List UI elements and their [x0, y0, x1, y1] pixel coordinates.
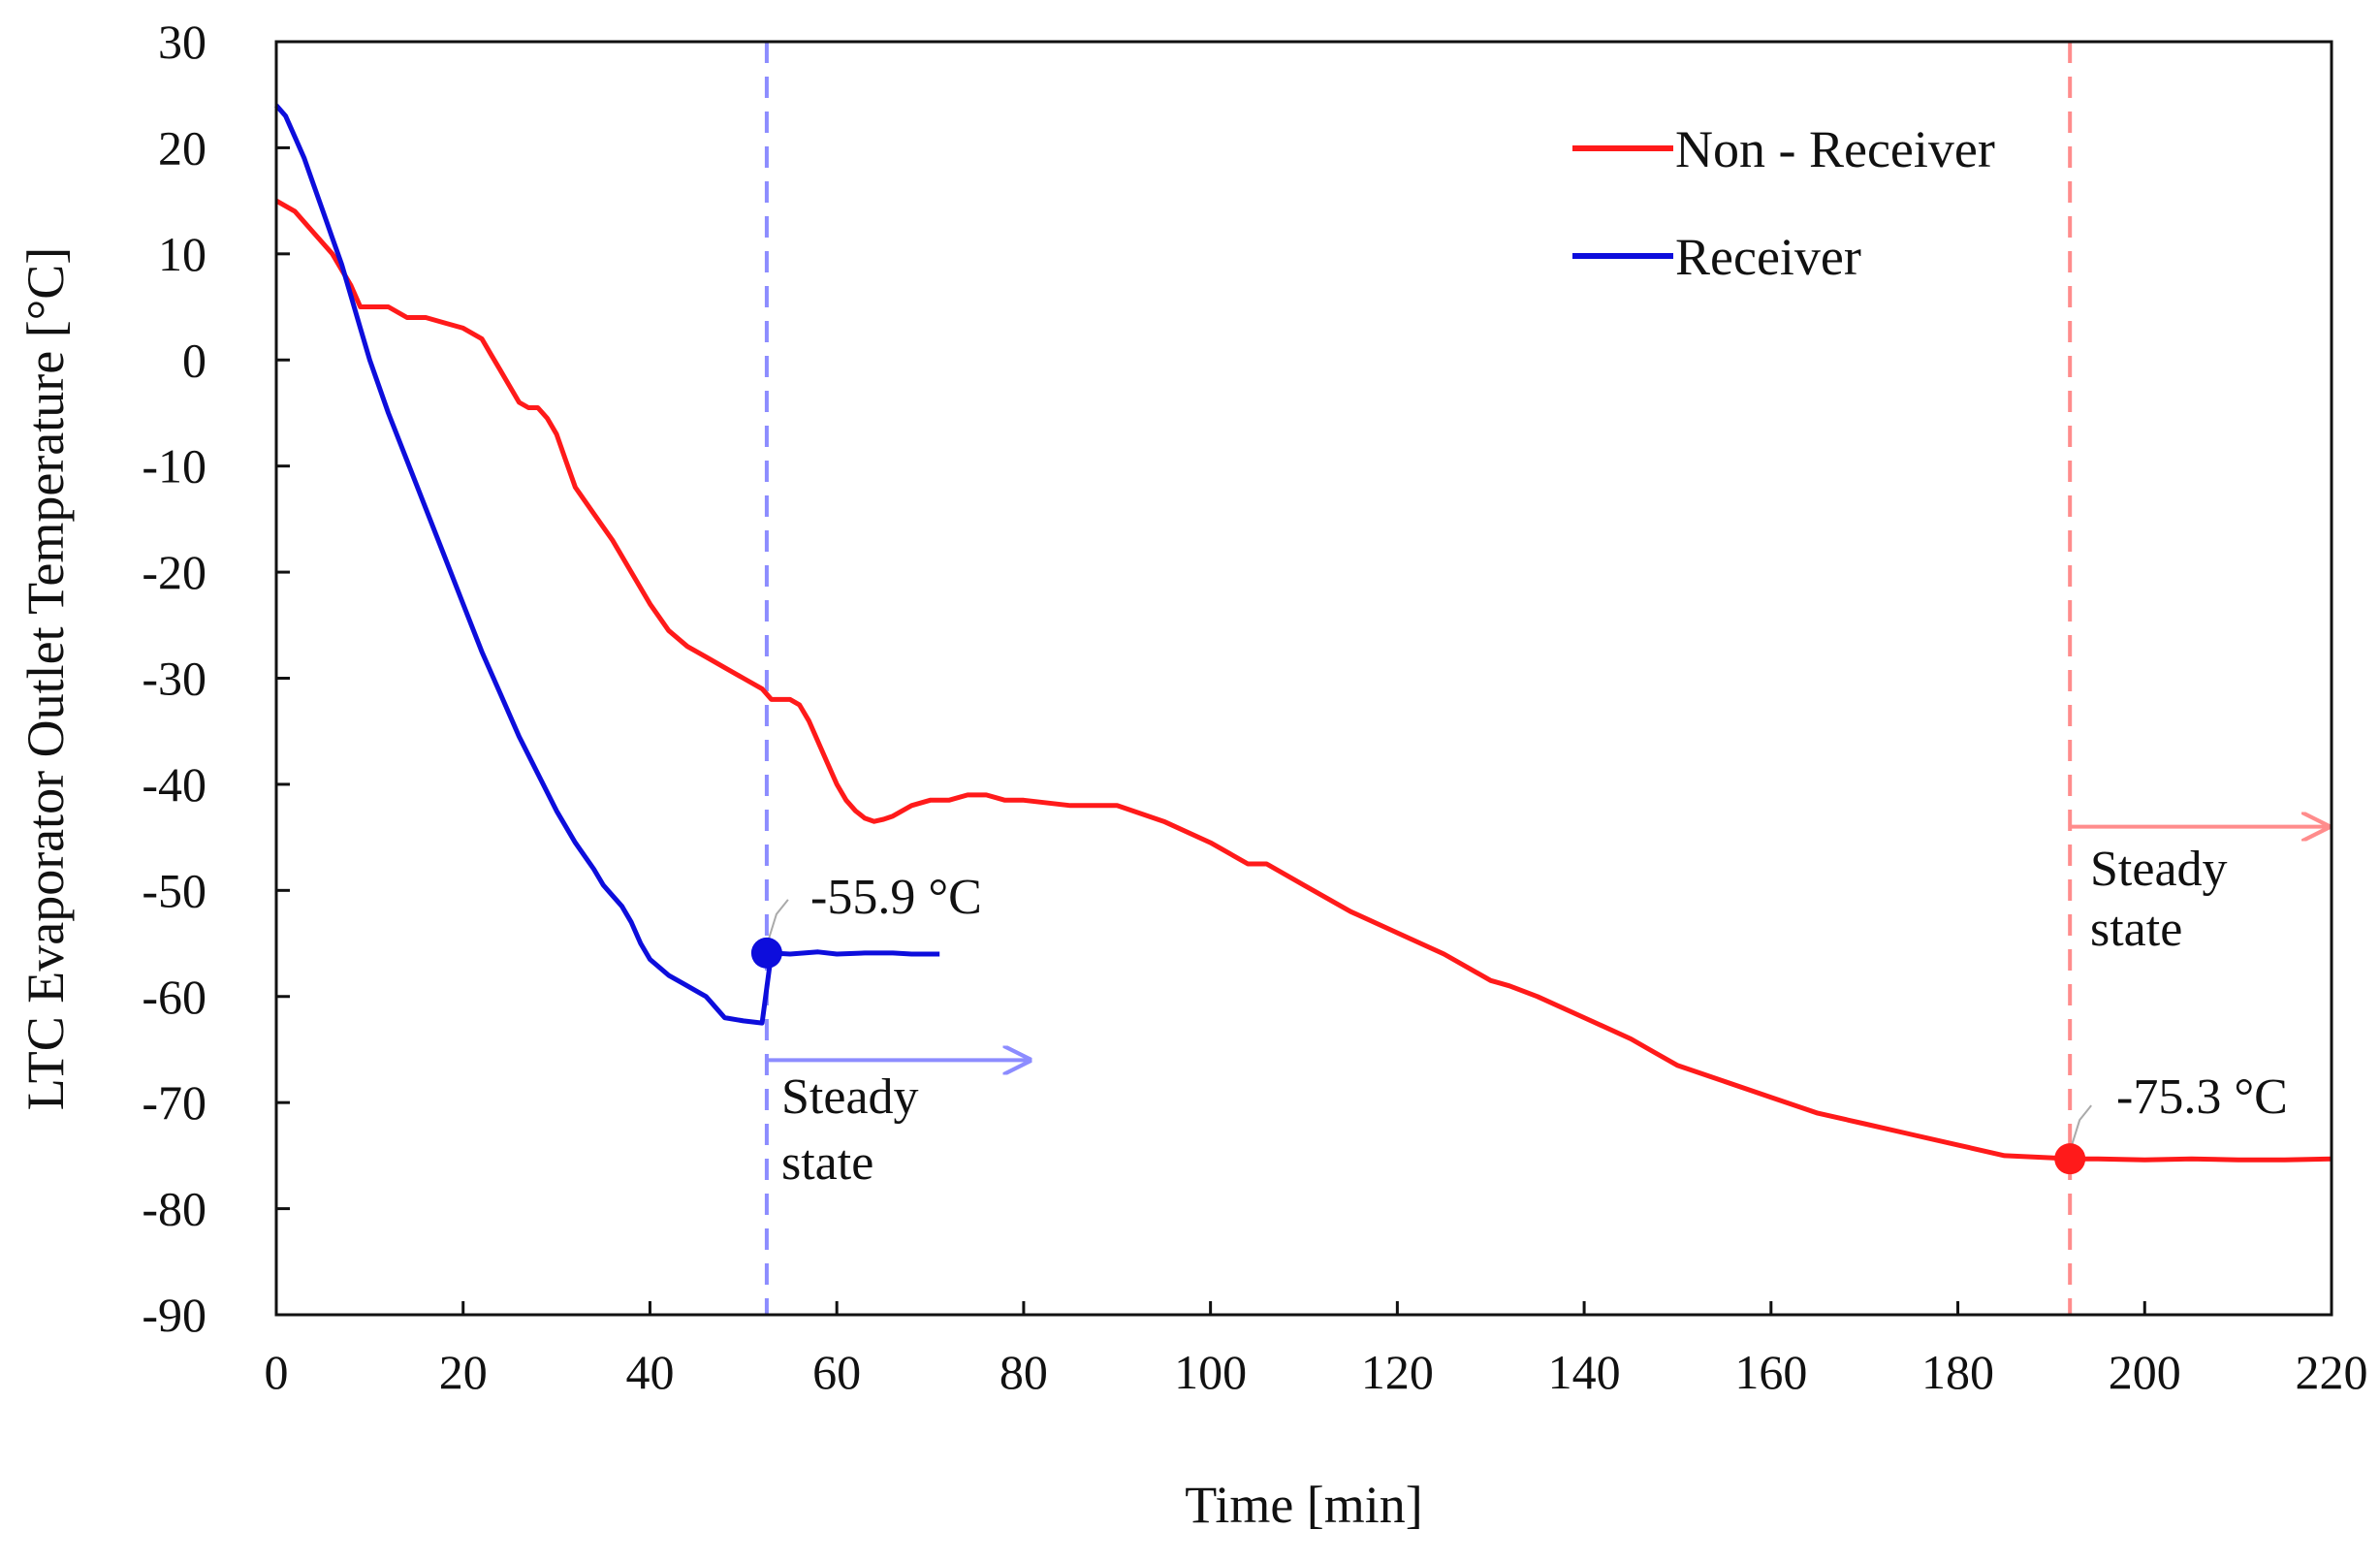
y-tick-label: -30 — [142, 652, 206, 706]
y-axis-title: LTC Evaporator Outlet Temperature [°C] — [16, 247, 75, 1111]
x-tick-label: 80 — [1000, 1345, 1048, 1399]
steady-state-label-non-receiver-line2: state — [2090, 902, 2182, 957]
y-tick-label: 20 — [158, 120, 206, 175]
x-tick-label: 160 — [1734, 1345, 1807, 1399]
legend-label-receiver: Receiver — [1675, 228, 1861, 286]
annotation-non-receiver-steady-value: -75.3 °C — [2116, 1069, 2288, 1125]
annotation-receiver-steady-value: -55.9 °C — [810, 870, 982, 925]
annotation-leader-non-receiver — [2069, 1104, 2092, 1152]
x-tick-label: 220 — [2296, 1345, 2368, 1399]
ticks-layer: 0 20 40 60 80 100 120 140 160 180 200 2203020100-10… — [142, 15, 2367, 1399]
x-axis-title: Time [min] — [1185, 1476, 1423, 1534]
x-tick-label: 40 — [625, 1345, 674, 1399]
x-tick-label: 0 — [265, 1345, 289, 1399]
series-line-non-receiver — [274, 198, 2332, 1163]
x-tick-label: 20 — [439, 1345, 488, 1399]
steady-state-label-receiver-line2: state — [781, 1135, 873, 1191]
x-tick-label: 60 — [812, 1345, 861, 1399]
y-tick-label: -50 — [142, 863, 206, 917]
y-tick-label: -10 — [142, 439, 206, 494]
y-tick-label: -20 — [142, 545, 206, 599]
x-tick-label: 200 — [2109, 1345, 2181, 1399]
x-tick-label: 140 — [1548, 1345, 1621, 1399]
y-tick-label: -40 — [142, 757, 206, 812]
series-line-receiver — [274, 104, 940, 1026]
legend: Non - Receiver Receiver — [1572, 120, 1995, 286]
annotation-leader-receiver — [765, 899, 789, 946]
steady-state-label-non-receiver-line1: Steady — [2090, 842, 2228, 897]
y-tick-label: 10 — [158, 227, 206, 281]
y-tick-label: -90 — [142, 1288, 206, 1342]
y-tick-label: -70 — [142, 1075, 206, 1130]
x-tick-label: 100 — [1174, 1345, 1247, 1399]
annotation-point-non-receiver — [2054, 1143, 2086, 1175]
y-tick-label: -80 — [142, 1182, 206, 1236]
legend-label-non-receiver: Non - Receiver — [1675, 120, 1995, 178]
annotation-point-receiver — [750, 937, 782, 969]
steady-state-label-receiver-line1: Steady — [781, 1069, 919, 1125]
marks-layer — [274, 42, 2332, 1315]
y-tick-label: -60 — [142, 970, 206, 1024]
x-tick-label: 180 — [1921, 1345, 1994, 1399]
y-tick-label: 30 — [158, 15, 206, 69]
x-tick-label: 120 — [1361, 1345, 1434, 1399]
y-tick-label: 0 — [182, 333, 206, 387]
